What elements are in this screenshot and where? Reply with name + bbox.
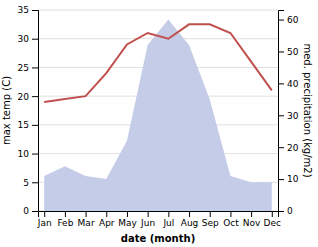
tick-mark [32,67,38,68]
tick-mark [189,211,190,217]
line [44,24,272,102]
x-axis-title: date (month) [121,233,195,244]
tick-label: Feb [57,218,73,228]
tick-label: Dec [264,218,281,228]
tick-mark [32,182,38,183]
y2-axis-title: med. precipitation (kg/m2) [302,43,313,177]
tick: Jul [162,211,174,228]
tick-label: 10 [18,149,30,159]
tick-label: Oct [223,218,239,228]
tick-label: 20 [287,143,299,153]
tick-mark [210,211,211,217]
tick: Aug [181,211,199,228]
tick-label: 30 [18,34,30,44]
axis-line [279,11,285,212]
tick: 5 [23,178,38,188]
tick-mark [251,211,252,217]
axis-line [39,212,279,218]
x-axis: Jan Feb Mar AprMayJun Jul AugSep Oct NovDec [37,211,281,228]
tick: Sep [202,211,219,228]
tick-label: Apr [99,218,115,228]
tick-label: Mar [78,218,95,228]
tick-label: 30 [287,111,299,121]
tick-label: 0 [287,206,293,216]
tick: 15 [18,120,38,130]
tick-label: 60 [287,15,299,25]
tick-mark [168,211,169,217]
y-axis-title: max temp (C) [1,76,12,145]
tick-label: Nov [243,218,261,228]
tick-label: 5 [23,178,29,188]
tick-label: 50 [287,47,299,57]
tick: Dec [264,211,281,228]
tick: 60 [278,15,299,25]
tick: 20 [278,143,299,153]
tick: 10 [18,149,38,159]
tick-label: Aug [181,218,199,228]
tick-mark [32,39,38,40]
tick: Oct [223,211,239,228]
y2-axis: 0 10 20 30 40 50 60 [278,11,299,217]
tick: May [118,211,137,228]
tick: Jan [37,211,52,228]
grid-line [38,10,278,11]
tick: Apr [99,211,115,228]
tick-label: 25 [18,63,29,73]
tick-label: Jul [162,218,174,228]
y-axis: 0 5 10 15 20 25 30 35 [18,5,39,216]
axis-line [32,11,39,212]
tick-mark [44,211,45,217]
chart: Jan Feb Mar AprMayJun Jul AugSep Oct NovDec 0 5 10… [0,0,318,247]
tick: 30 [278,111,299,121]
tick-mark [32,10,38,11]
tick: 0 [278,206,293,216]
tick-mark [278,115,284,116]
tick-mark [127,211,128,217]
tick-mark [230,211,231,217]
tick-label: Jun [140,218,155,228]
tick: Nov [243,211,261,228]
tick-mark [65,211,66,217]
tick: Jun [140,211,155,228]
tick-mark [278,51,284,52]
tick-label: 15 [18,120,29,130]
tick: 10 [278,174,299,184]
tick-mark [278,147,284,148]
area [44,20,272,211]
tick: Mar [78,211,95,228]
tick-label: Sep [202,218,219,228]
tick: 50 [278,47,299,57]
tick-mark [106,211,107,217]
marks [44,20,272,211]
grid [38,10,278,211]
tick-label: 40 [287,79,299,89]
tick: 20 [18,92,38,102]
tick: Feb [57,211,73,228]
tick-mark [86,211,87,217]
tick: 35 [18,5,38,15]
tick-mark [272,211,273,217]
tick-label: 35 [18,5,29,15]
tick-mark [148,211,149,217]
tick-mark [32,154,38,155]
tick-label: 0 [23,206,29,216]
tick: 40 [278,79,299,89]
tick: 25 [18,63,38,73]
tick-mark [32,96,38,97]
tick-mark [32,211,38,212]
tick-mark [278,83,284,84]
plot: Jan Feb Mar AprMayJun Jul AugSep Oct NovDec 0 5 10… [18,5,299,228]
tick-mark [278,211,284,212]
tick-mark [278,179,284,180]
tick-mark [32,125,38,126]
tick: 0 [23,206,38,216]
tick-mark [278,20,284,21]
tick-label: 10 [287,174,299,184]
tick-label: May [118,218,137,228]
tick-label: Jan [37,218,52,228]
tick: 30 [18,34,38,44]
tick-label: 20 [18,92,30,102]
